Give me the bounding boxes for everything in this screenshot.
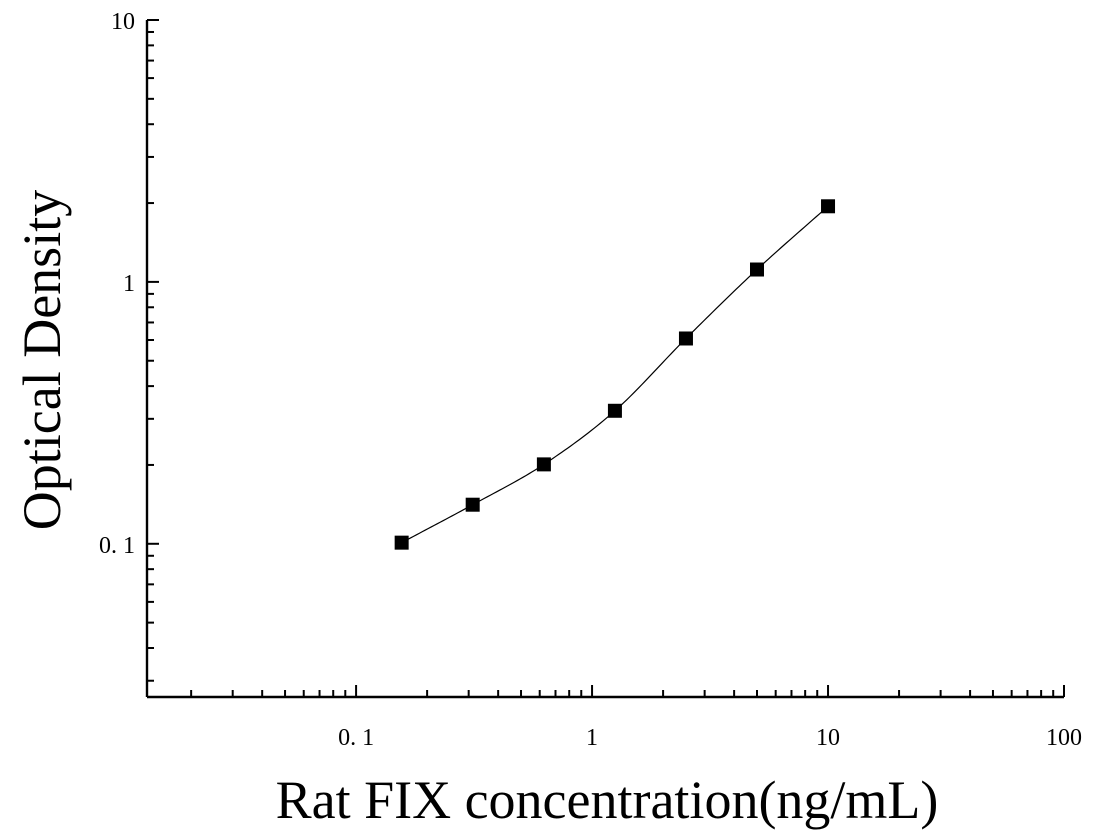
x-tick-label: 1 bbox=[586, 725, 598, 751]
data-point-marker bbox=[465, 497, 480, 512]
tick-labels-layer: 0. 1 1 10 100 0. 1 1 10 bbox=[99, 9, 1082, 751]
x-tick-label: 100 bbox=[1046, 725, 1082, 751]
data-point-marker bbox=[821, 199, 836, 214]
x-tick-label: 10 bbox=[816, 725, 840, 751]
data-points-layer bbox=[394, 199, 836, 550]
data-point-marker bbox=[394, 535, 409, 550]
axes bbox=[145, 19, 1065, 699]
y-tick-label: 1 bbox=[123, 271, 135, 297]
fit-curve bbox=[401, 205, 829, 544]
data-point-marker bbox=[749, 262, 764, 277]
y-axis-title: Optical Density bbox=[12, 190, 72, 530]
fit-curve-layer bbox=[401, 205, 829, 544]
y-tick-label: 0. 1 bbox=[99, 533, 135, 559]
x-axis-title: Rat FIX concentration(ng/mL) bbox=[276, 770, 939, 830]
data-point-marker bbox=[536, 457, 551, 472]
y-tick-label: 10 bbox=[111, 9, 135, 35]
data-point-marker bbox=[607, 403, 622, 418]
data-point-marker bbox=[678, 331, 693, 346]
x-tick-label: 0. 1 bbox=[338, 725, 374, 751]
